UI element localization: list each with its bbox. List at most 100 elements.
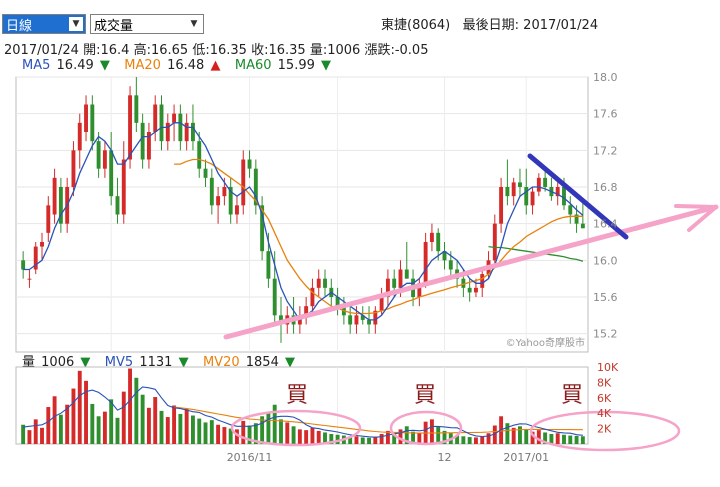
candle-body bbox=[209, 177, 214, 206]
ma60-label: MA60 bbox=[234, 58, 272, 73]
price-tick-label: 18.0 bbox=[593, 71, 618, 84]
volume-bar bbox=[436, 426, 441, 444]
vol-value: 1006 bbox=[327, 43, 361, 58]
candle-body bbox=[354, 315, 359, 325]
candle-body bbox=[335, 297, 340, 307]
volume-bar bbox=[247, 425, 252, 444]
candle-body bbox=[27, 278, 32, 280]
ma20-label: MA20 bbox=[124, 58, 161, 73]
volume-bar bbox=[109, 399, 114, 444]
volume-bar bbox=[385, 430, 390, 444]
candle-body bbox=[316, 278, 321, 288]
high-label: 高: bbox=[133, 43, 151, 58]
volume-bar bbox=[140, 394, 145, 444]
indicator-select[interactable]: 成交量 ▼ bbox=[90, 14, 204, 34]
candle-body bbox=[228, 187, 233, 215]
mv20-value: 1854 bbox=[245, 355, 279, 370]
volume-bar bbox=[323, 432, 327, 444]
candle-body bbox=[385, 278, 390, 297]
volume-bar bbox=[216, 424, 221, 444]
mv5-label: MV5 bbox=[104, 355, 134, 370]
candle-body bbox=[247, 159, 252, 169]
period-select[interactable]: 日線 ▼ bbox=[2, 14, 86, 34]
volume-bar bbox=[530, 431, 535, 444]
candle-body bbox=[253, 168, 258, 206]
volume-tick-label: 10K bbox=[597, 361, 619, 374]
indicator-select-value: 成交量 bbox=[94, 18, 134, 34]
volume-bar bbox=[310, 427, 315, 444]
candle-body bbox=[197, 141, 202, 169]
volume-bar bbox=[304, 430, 309, 444]
volume-bar bbox=[228, 428, 233, 444]
mv5-line bbox=[23, 386, 583, 438]
price-tick-label: 17.6 bbox=[593, 108, 618, 121]
vol-leg-value: 1006 bbox=[41, 355, 75, 370]
candle-body bbox=[178, 113, 183, 142]
candle-body bbox=[216, 196, 221, 206]
mv20-label: MV20 bbox=[202, 355, 240, 370]
volume-bar bbox=[562, 434, 566, 444]
candle-body bbox=[96, 141, 101, 169]
candle-body bbox=[190, 122, 195, 142]
buy-annotation: 買 bbox=[286, 383, 308, 408]
volume-bar bbox=[172, 405, 177, 444]
chevron-down-icon[interactable]: ▼ bbox=[190, 19, 198, 29]
ma5-label: MA5 bbox=[22, 58, 51, 73]
price-tick-label: 16.4 bbox=[593, 218, 618, 231]
open-value: 16.4 bbox=[100, 43, 130, 58]
candle-body bbox=[580, 223, 585, 229]
volume-bar bbox=[329, 433, 334, 444]
quote-date: 2017/01/24 bbox=[4, 43, 79, 58]
candle-body bbox=[128, 95, 133, 160]
volume-bar bbox=[71, 388, 76, 444]
candle-body bbox=[574, 214, 579, 224]
volume-bar bbox=[102, 411, 107, 444]
volume-bar bbox=[77, 370, 82, 444]
volume-bar bbox=[429, 419, 434, 444]
volume-bar bbox=[505, 423, 510, 444]
uptrend-arrowhead bbox=[674, 204, 718, 232]
chevron-down-icon[interactable]: ▼ bbox=[69, 17, 83, 31]
volume-bar bbox=[178, 413, 183, 444]
mv20-dir: ▼ bbox=[285, 355, 295, 370]
volume-bar bbox=[486, 433, 491, 444]
volume-bar bbox=[146, 407, 151, 444]
volume-bar bbox=[549, 433, 554, 444]
price-tick-label: 16.8 bbox=[593, 181, 618, 194]
candle-body bbox=[467, 287, 472, 293]
volume-bar bbox=[367, 437, 371, 444]
volume-bar bbox=[203, 422, 208, 444]
volume-bar bbox=[442, 430, 447, 444]
candle-body bbox=[58, 187, 63, 224]
volume-bar bbox=[96, 416, 101, 444]
volume-bar bbox=[480, 436, 485, 444]
candle-body bbox=[448, 260, 453, 270]
volume-tick-label: 6K bbox=[597, 392, 612, 405]
candle-body bbox=[429, 232, 434, 242]
price-tick-label: 17.2 bbox=[593, 144, 618, 157]
candle-body bbox=[71, 150, 76, 187]
candle-body bbox=[140, 122, 145, 160]
volume-bar bbox=[197, 418, 202, 444]
ma60-value: 15.99 bbox=[277, 58, 315, 73]
volume-bar bbox=[253, 423, 258, 444]
volume-bar bbox=[209, 420, 214, 444]
volume-bar bbox=[235, 429, 239, 444]
volume-bar bbox=[379, 433, 384, 444]
chg-label: 漲跌: bbox=[364, 43, 395, 58]
candle-body bbox=[373, 310, 378, 325]
volume-bar bbox=[46, 407, 51, 444]
volume-bar bbox=[297, 429, 302, 444]
downtrend-line bbox=[527, 153, 629, 240]
candle-body bbox=[442, 251, 447, 261]
x-tick-label: 2016/11 bbox=[227, 451, 273, 464]
volume-bar bbox=[159, 410, 164, 444]
period-select-value: 日線 bbox=[6, 18, 33, 34]
candle-body bbox=[518, 182, 522, 187]
buy-annotation: 買 bbox=[561, 383, 583, 408]
stock-name: 東捷(8064) bbox=[381, 18, 451, 33]
candle-body bbox=[159, 104, 164, 142]
volume-bar bbox=[398, 429, 403, 444]
volume-bar bbox=[467, 437, 472, 444]
last-date-label: 最後日期: bbox=[462, 18, 520, 33]
